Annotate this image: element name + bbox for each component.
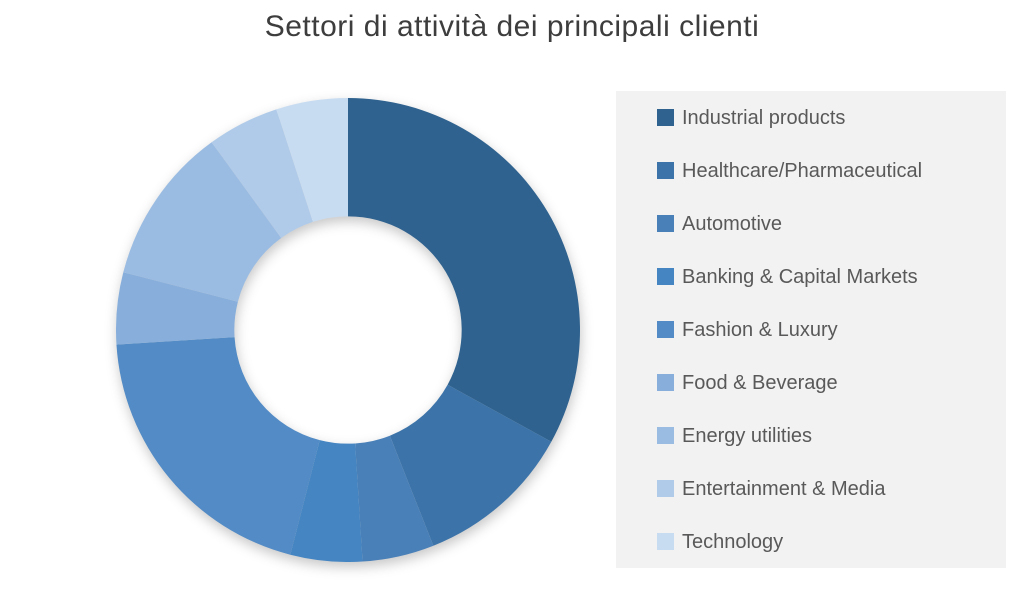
- legend-swatch-icon: [657, 215, 674, 232]
- legend-swatch-icon: [657, 268, 674, 285]
- donut-slice-banking-capital-markets: [290, 440, 363, 562]
- legend-swatch-icon: [657, 374, 674, 391]
- donut-slice-entertainment-media: [211, 109, 313, 239]
- legend-label: Healthcare/Pharmaceutical: [682, 159, 923, 182]
- donut-slices-group: [116, 98, 580, 562]
- donut-slice-food-beverage: [116, 272, 238, 345]
- legend-label: Fashion & Luxury: [682, 318, 838, 341]
- legend-label: Automotive: [682, 212, 783, 235]
- legend-item-banking-capital-markets: Banking & Capital Markets: [616, 250, 1006, 303]
- donut-slice-technology: [276, 98, 348, 222]
- legend-swatch-icon: [657, 427, 674, 444]
- legend-label: Technology: [682, 530, 784, 553]
- donut-chart: [116, 98, 580, 562]
- legend-item-entertainment-media: Entertainment & Media: [616, 462, 1006, 515]
- donut-slice-automotive: [355, 435, 434, 562]
- legend-swatch-icon: [657, 109, 674, 126]
- legend-swatch-icon: [657, 480, 674, 497]
- legend-item-energy-utilities: Energy utilities: [616, 409, 1006, 462]
- donut-slice-energy-utilities: [123, 142, 282, 302]
- legend-label: Banking & Capital Markets: [682, 265, 918, 288]
- chart-legend: Industrial products Healthcare/Pharmaceut…: [616, 91, 1006, 568]
- legend-item-industrial-products: Industrial products: [616, 91, 1006, 144]
- donut-slice-healthcare-pharmaceutical: [389, 384, 552, 546]
- legend-swatch-icon: [657, 533, 674, 550]
- donut-slice-industrial-products: [348, 98, 580, 442]
- legend-item-food-beverage: Food & Beverage: [616, 356, 1006, 409]
- legend-swatch-icon: [657, 162, 674, 179]
- legend-label: Energy utilities: [682, 424, 813, 447]
- legend-swatch-icon: [657, 321, 674, 338]
- legend-item-fashion-luxury: Fashion & Luxury: [616, 303, 1006, 356]
- legend-item-healthcare-pharmaceutical: Healthcare/Pharmaceutical: [616, 144, 1006, 197]
- legend-item-automotive: Automotive: [616, 197, 1006, 250]
- legend-label: Industrial products: [682, 106, 846, 129]
- legend-label: Food & Beverage: [682, 371, 838, 394]
- donut-slice-fashion-luxury: [116, 337, 320, 555]
- legend-item-technology: Technology: [616, 515, 1006, 568]
- legend-label: Entertainment & Media: [682, 477, 886, 500]
- chart-title: Settori di attività dei principali clien…: [264, 10, 760, 43]
